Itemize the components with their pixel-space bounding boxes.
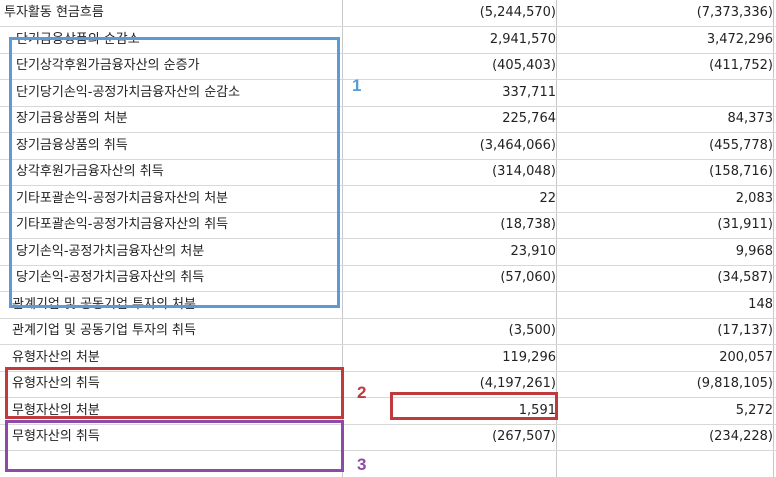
annotation-number-3: 3 — [357, 455, 367, 474]
red-highlight-value-box — [390, 392, 558, 420]
annotation-number-1: 1 — [352, 76, 362, 95]
row-label: 장기금융상품의 취득 — [16, 138, 128, 153]
row-label: 유형자산의 처분 — [12, 350, 100, 365]
row-divider — [0, 106, 776, 107]
table-row: 당기손익-공정가치금융자산의 취득 (57,060) (34,587) — [0, 265, 776, 291]
row-divider — [0, 371, 776, 372]
row-divider — [0, 238, 776, 239]
table-row: 상각후원가금융자산의 취득 (314,048) (158,716) — [0, 159, 776, 185]
annotation-number-2: 2 — [357, 383, 367, 402]
prior-period-value: (34,587) — [717, 270, 773, 285]
table-row: 단기당기손익-공정가치금융자산의 순감소 337,711 — [0, 80, 776, 106]
prior-period-value: (234,228) — [709, 429, 773, 444]
current-period-value: (18,738) — [500, 217, 556, 232]
row-label: 무형자산의 취득 — [12, 429, 100, 444]
row-divider — [0, 397, 776, 398]
table-row: 기타포괄손익-공정가치금융자산의 처분 22 2,083 — [0, 186, 776, 212]
prior-period-value: 200,057 — [719, 350, 773, 365]
current-period-value: 119,296 — [502, 350, 556, 365]
row-label: 기타포괄손익-공정가치금융자산의 취득 — [16, 217, 229, 232]
prior-period-value: (455,778) — [709, 138, 773, 153]
table-row: 단기상각후원가금융자산의 순증가 (405,403) (411,752) — [0, 53, 776, 79]
row-label: 단기당기손익-공정가치금융자산의 순감소 — [16, 85, 241, 100]
row-label: 당기손익-공정가치금융자산의 취득 — [16, 270, 205, 285]
row-label: 관계기업 및 공동기업 투자의 처분 — [12, 297, 196, 312]
prior-period-value: 9,968 — [735, 244, 773, 259]
prior-period-value — [557, 80, 776, 106]
current-period-value: 337,711 — [502, 85, 556, 100]
current-period-value: 1,591 — [518, 403, 556, 418]
row-label: 단기상각후원가금융자산의 순증가 — [16, 58, 200, 73]
table-row: 당기손익-공정가치금융자산의 처분 23,910 9,968 — [0, 239, 776, 265]
current-period-value: (57,060) — [500, 270, 556, 285]
row-label: 관계기업 및 공동기업 투자의 취득 — [12, 323, 196, 338]
table-row: 기타포괄손익-공정가치금융자산의 취득 (18,738) (31,911) — [0, 212, 776, 238]
row-divider — [0, 26, 776, 27]
row-divider — [0, 344, 776, 345]
table-row: 장기금융상품의 처분 225,764 84,373 — [0, 106, 776, 132]
current-period-value: 2,941,570 — [489, 32, 556, 47]
prior-period-value: (158,716) — [709, 164, 773, 179]
table-row: 투자활동 현금흐름 (5,244,570) (7,373,336) — [0, 0, 776, 26]
current-period-value: 23,910 — [510, 244, 557, 259]
current-period-value — [343, 292, 560, 318]
row-label: 기타포괄손익-공정가치금융자산의 처분 — [16, 191, 229, 206]
row-label: 상각후원가금융자산의 취득 — [16, 164, 164, 179]
red-highlight-box — [5, 367, 344, 419]
blue-highlight-box — [9, 37, 340, 308]
prior-period-value: 148 — [748, 297, 773, 312]
row-divider — [0, 132, 776, 133]
row-divider — [0, 212, 776, 213]
table-row: 무형자산의 처분 1,591 5,272 — [0, 398, 776, 424]
row-label: 무형자산의 처분 — [12, 403, 100, 418]
row-divider — [0, 53, 776, 54]
table-row: 관계기업 및 공동기업 투자의 처분 148 — [0, 292, 776, 318]
row-divider — [0, 424, 776, 425]
current-period-value: 22 — [539, 191, 556, 206]
purple-highlight-box — [5, 420, 344, 472]
row-label: 당기손익-공정가치금융자산의 처분 — [16, 244, 205, 259]
row-label: 유형자산의 취득 — [12, 376, 100, 391]
prior-period-value: 3,472,296 — [706, 32, 773, 47]
prior-period-value: (7,373,336) — [696, 5, 773, 20]
prior-period-value: (17,137) — [717, 323, 773, 338]
prior-period-value: (31,911) — [717, 217, 773, 232]
table-row: 유형자산의 취득 (4,197,261) (9,818,105) — [0, 371, 776, 397]
current-period-value: (314,048) — [492, 164, 556, 179]
current-period-value: (3,500) — [508, 323, 556, 338]
row-label: 장기금융상품의 처분 — [16, 111, 128, 126]
prior-period-value: 2,083 — [735, 191, 773, 206]
prior-period-value: 5,272 — [735, 403, 773, 418]
row-divider — [0, 318, 776, 319]
current-period-value: (4,197,261) — [479, 376, 556, 391]
row-divider — [0, 450, 776, 451]
current-period-value: 225,764 — [502, 111, 556, 126]
row-divider — [0, 291, 776, 292]
row-divider — [0, 79, 776, 80]
current-period-value: (405,403) — [492, 58, 556, 73]
table-row: 관계기업 및 공동기업 투자의 취득 (3,500) (17,137) — [0, 318, 776, 344]
table-row: 무형자산의 취득 (267,507) (234,228) — [0, 424, 776, 450]
prior-period-value: (411,752) — [709, 58, 773, 73]
table-row: 유형자산의 처분 119,296 200,057 — [0, 345, 776, 371]
row-divider — [0, 265, 776, 266]
row-divider — [0, 159, 776, 160]
prior-period-value: (9,818,105) — [696, 376, 773, 391]
row-divider — [0, 185, 776, 186]
table-row: 장기금융상품의 취득 (3,464,066) (455,778) — [0, 133, 776, 159]
current-period-value: (5,244,570) — [479, 5, 556, 20]
current-period-value: (267,507) — [492, 429, 556, 444]
prior-period-value: 84,373 — [727, 111, 774, 126]
row-label: 투자활동 현금흐름 — [4, 5, 104, 20]
current-period-value: (3,464,066) — [479, 138, 556, 153]
